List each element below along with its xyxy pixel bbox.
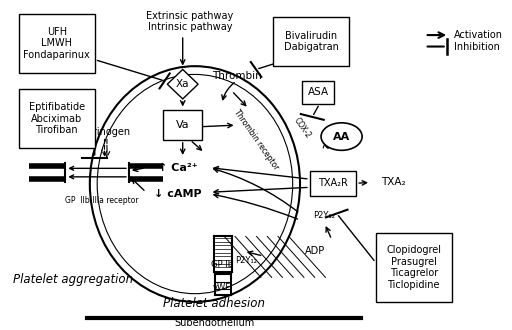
Polygon shape (167, 69, 198, 99)
Bar (273, 17, 349, 66)
Text: Extrinsic pathway
Intrinsic pathway: Extrinsic pathway Intrinsic pathway (146, 11, 233, 32)
Text: Eptifibatide
Abciximab
Tirofiban: Eptifibatide Abciximab Tirofiban (29, 102, 85, 135)
Text: Thrombin: Thrombin (211, 71, 261, 81)
Bar (163, 110, 202, 140)
Text: ASA: ASA (308, 87, 329, 97)
Text: GP Ib: GP Ib (211, 260, 233, 269)
Text: UFH
LMWH
Fondaparinux: UFH LMWH Fondaparinux (24, 27, 90, 60)
Ellipse shape (90, 66, 300, 302)
Text: Subendothelium: Subendothelium (175, 318, 254, 328)
Text: ↑ Ca²⁺: ↑ Ca²⁺ (158, 163, 198, 173)
Text: ADP: ADP (305, 246, 325, 256)
Text: AA: AA (333, 132, 350, 142)
Text: Bivalirudin
Dabigatran: Bivalirudin Dabigatran (284, 31, 338, 52)
Text: P2Y₁₂: P2Y₁₂ (313, 211, 335, 220)
Bar (376, 233, 452, 302)
Text: Xa: Xa (176, 79, 189, 89)
Text: Clopidogrel
Prasugrel
Ticagrelor
Ticlopidine: Clopidogrel Prasugrel Ticagrelor Ticlopi… (386, 245, 441, 290)
Text: Platelet aggregation: Platelet aggregation (13, 273, 133, 285)
Text: Inhibition: Inhibition (454, 42, 500, 51)
Text: Fibrinogen: Fibrinogen (79, 127, 130, 137)
Bar (19, 14, 95, 73)
Text: TXA₂: TXA₂ (381, 178, 406, 187)
Text: Activation: Activation (454, 30, 503, 40)
Text: Thrombin receptor: Thrombin receptor (232, 108, 280, 172)
Text: Platelet adhesion: Platelet adhesion (163, 297, 266, 310)
Bar (19, 89, 95, 148)
Text: vWF: vWF (213, 283, 231, 292)
Bar (303, 81, 334, 104)
Circle shape (321, 123, 362, 150)
Text: COX-2: COX-2 (292, 116, 313, 140)
Text: ↓ cAMP: ↓ cAMP (154, 189, 202, 199)
Bar (310, 171, 356, 195)
Text: Va: Va (176, 120, 189, 130)
Text: P2Y₁₂: P2Y₁₂ (235, 256, 257, 266)
Text: TXA₂R: TXA₂R (318, 178, 348, 188)
Text: GP  IIb-IIIa receptor: GP IIb-IIIa receptor (65, 196, 139, 205)
